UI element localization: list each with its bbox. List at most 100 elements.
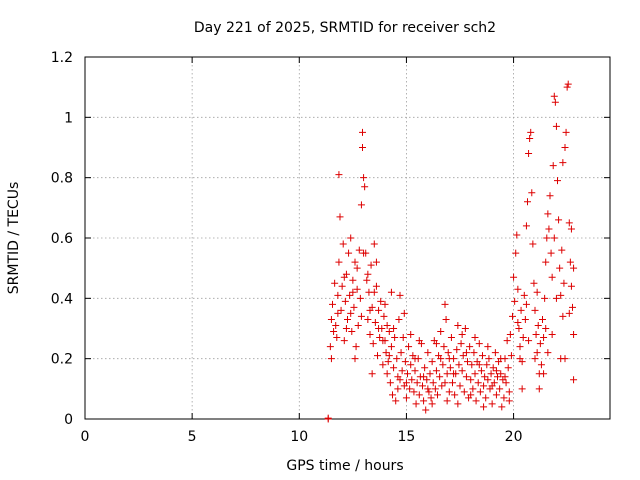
data-point-marker xyxy=(467,391,475,399)
data-point-marker xyxy=(421,364,429,372)
data-point-marker xyxy=(352,343,360,351)
data-point-marker xyxy=(347,234,355,242)
data-point-marker xyxy=(496,385,504,393)
data-point-marker xyxy=(390,325,398,332)
data-point-marker xyxy=(526,134,534,142)
data-point-marker xyxy=(351,355,359,363)
data-point-marker xyxy=(503,337,511,345)
data-point-marker xyxy=(514,285,522,293)
data-point-marker xyxy=(383,370,391,378)
data-point-marker xyxy=(548,331,556,339)
data-point-marker xyxy=(399,334,407,342)
x-tick-label: 5 xyxy=(188,429,197,445)
data-point-marker xyxy=(514,318,522,326)
data-point-marker xyxy=(481,373,489,381)
data-point-marker xyxy=(396,376,404,384)
data-point-marker xyxy=(477,367,485,375)
data-point-marker xyxy=(404,370,411,378)
data-point-marker xyxy=(527,128,535,136)
data-point-marker xyxy=(364,315,372,323)
data-point-marker xyxy=(559,312,567,320)
data-point-marker xyxy=(427,394,435,402)
data-point-marker xyxy=(489,364,497,372)
y-tick-label: 0 xyxy=(64,412,73,428)
data-point-marker xyxy=(531,355,539,363)
data-point-marker xyxy=(364,270,372,278)
data-point-marker xyxy=(335,258,343,266)
data-point-marker xyxy=(557,291,565,299)
data-point-marker xyxy=(537,361,545,369)
data-point-marker xyxy=(339,240,347,248)
grid-lines xyxy=(85,57,610,419)
data-point-marker xyxy=(512,249,520,257)
data-point-marker xyxy=(333,334,341,342)
data-point-marker xyxy=(379,337,387,345)
data-point-marker xyxy=(555,216,563,224)
data-point-marker xyxy=(438,382,446,390)
data-point-marker xyxy=(386,379,394,387)
data-point-marker xyxy=(384,358,392,366)
data-point-marker xyxy=(424,349,432,357)
data-point-marker xyxy=(458,367,466,375)
data-point-marker xyxy=(375,325,383,332)
data-point-marker xyxy=(539,315,546,323)
data-point-marker xyxy=(390,364,398,372)
data-point-marker xyxy=(454,400,462,408)
tick-labels: 0 5 10 15 20 0 0.2 0.4 0.6 0.8 1 1.2 xyxy=(51,50,523,445)
data-point-marker xyxy=(360,249,368,257)
data-point-marker xyxy=(345,249,353,257)
data-point-marker xyxy=(324,414,332,422)
data-point-marker xyxy=(462,373,470,381)
data-point-marker xyxy=(472,397,480,405)
data-point-marker xyxy=(402,379,410,387)
data-point-marker xyxy=(350,303,358,311)
data-point-marker xyxy=(501,373,509,381)
data-point-marker xyxy=(494,373,501,381)
y-tick-label: 0.2 xyxy=(51,352,73,368)
x-tick-label: 20 xyxy=(505,429,523,445)
data-point-marker xyxy=(562,128,570,136)
data-point-marker xyxy=(445,388,453,396)
data-point-marker xyxy=(546,192,554,200)
data-point-marker xyxy=(423,376,431,384)
data-point-marker xyxy=(567,282,575,290)
data-point-marker xyxy=(349,288,357,296)
x-tick-label: 10 xyxy=(290,429,308,445)
data-point-marker xyxy=(533,349,541,357)
data-point-marker xyxy=(515,325,523,332)
data-point-marker xyxy=(456,382,464,390)
data-point-marker xyxy=(492,391,500,399)
data-point-marker xyxy=(525,337,533,345)
data-point-marker xyxy=(329,300,336,308)
data-point-marker xyxy=(492,367,500,375)
data-point-marker xyxy=(334,291,342,299)
data-point-marker xyxy=(535,385,543,393)
data-point-marker xyxy=(549,162,557,170)
data-point-marker xyxy=(502,379,510,387)
data-point-marker xyxy=(370,288,378,296)
data-point-marker xyxy=(511,297,519,305)
data-point-marker xyxy=(349,276,357,284)
data-point-marker xyxy=(366,331,374,339)
data-point-marker xyxy=(357,312,365,320)
data-point-marker xyxy=(424,385,432,393)
data-point-marker xyxy=(468,361,476,369)
data-point-marker xyxy=(437,328,445,336)
data-point-marker xyxy=(561,355,569,363)
data-point-marker xyxy=(507,352,515,360)
data-point-marker xyxy=(570,376,578,384)
data-point-marker xyxy=(464,358,471,366)
data-point-marker xyxy=(542,258,550,266)
data-point-marker xyxy=(471,334,479,342)
chart-title: Day 221 of 2025, SRMTID for receiver sch… xyxy=(194,20,496,36)
data-point-marker xyxy=(565,309,573,317)
data-point-marker xyxy=(368,370,376,378)
data-point-marker xyxy=(563,83,571,91)
data-point-marker xyxy=(385,328,393,336)
data-point-marker xyxy=(432,367,440,375)
data-point-marker xyxy=(356,294,364,302)
y-axis-label: SRMTID / TECUs xyxy=(6,182,22,295)
data-point-marker xyxy=(569,303,576,311)
axes xyxy=(84,56,611,420)
data-point-marker xyxy=(340,337,348,345)
